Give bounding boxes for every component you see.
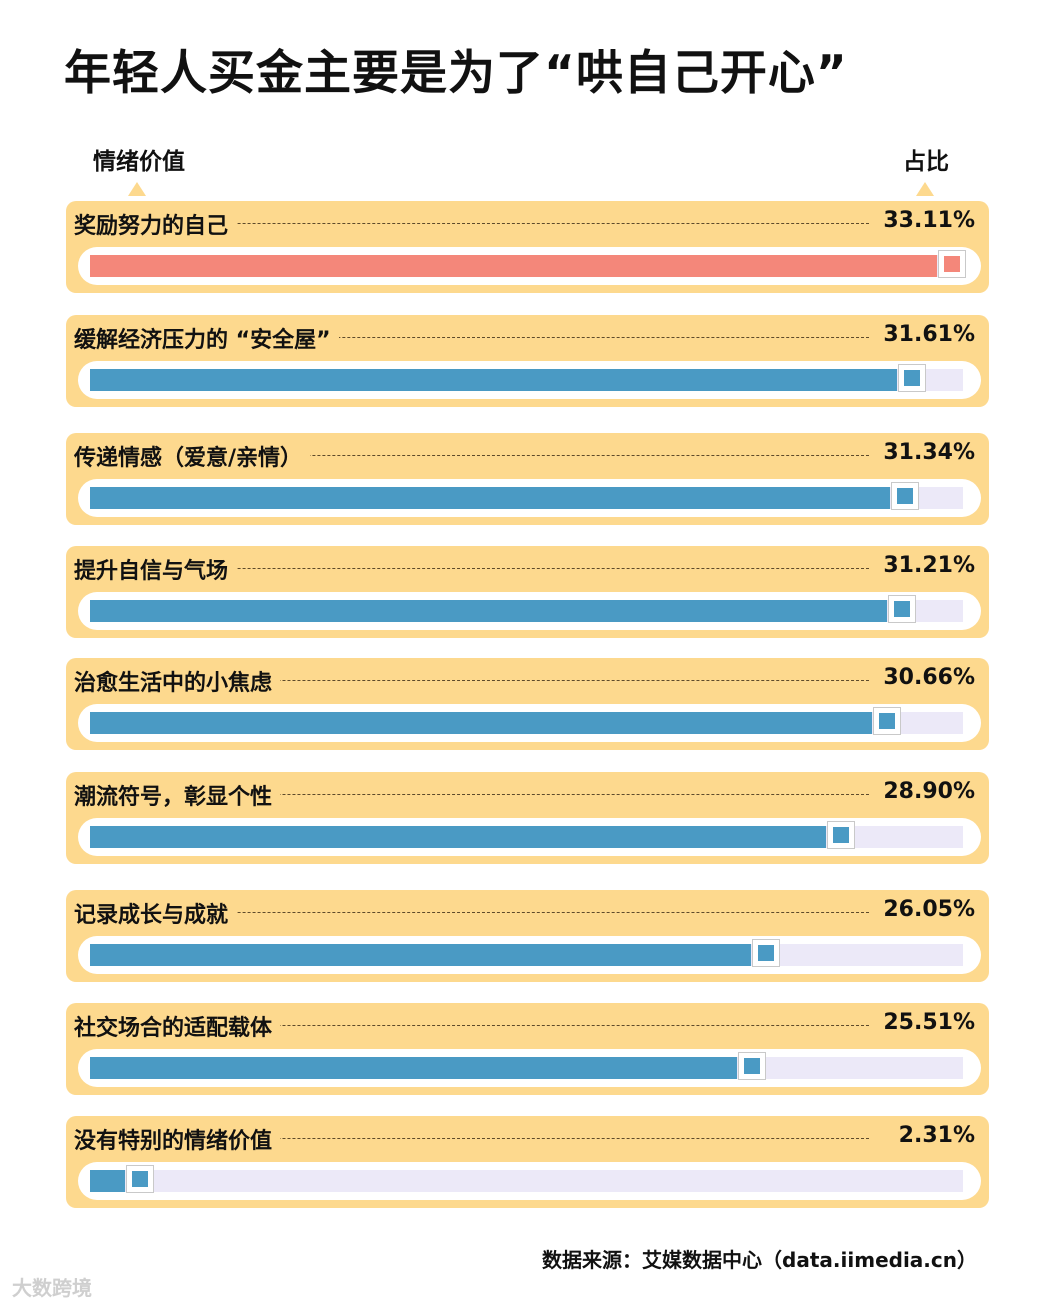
y-axis-label: 占比 xyxy=(903,149,949,175)
bar xyxy=(90,1170,125,1192)
leader-line xyxy=(78,223,869,224)
bar xyxy=(90,600,887,622)
leader-line xyxy=(78,1138,869,1139)
bar-track xyxy=(90,708,963,734)
leader-line xyxy=(78,568,869,569)
bar-chart: 奖励努力的自己 33.11% 缓解经济压力的 “安全屋” 31.61% 传递情感（爱意/… xyxy=(66,201,989,1208)
category-label: 奖励努力的自己 xyxy=(74,208,237,240)
bar-row: 潮流符号，彰显个性 28.90% xyxy=(66,772,989,864)
bar-track xyxy=(90,940,963,966)
category-label: 提升自信与气场 xyxy=(74,553,237,585)
bar-track xyxy=(90,1053,963,1079)
bar-row: 社交场合的适配载体 25.51% xyxy=(66,1003,989,1095)
bar-row: 记录成长与成就 26.05% xyxy=(66,890,989,982)
bar-end-marker xyxy=(892,483,918,509)
bar-row: 传递情感（爱意/亲情） 31.34% xyxy=(66,433,989,525)
bar-track-frame xyxy=(78,592,981,630)
bar-end-marker xyxy=(939,251,965,277)
bar-track-frame xyxy=(78,247,981,285)
value-label: 28.90% xyxy=(875,779,975,804)
chart-title: 年轻人买金主要是为了“哄自己开心” xyxy=(64,46,848,101)
leader-line xyxy=(78,794,869,795)
bar xyxy=(90,944,751,966)
bar-track xyxy=(90,822,963,848)
leader-line xyxy=(78,912,869,913)
bar-end-marker xyxy=(874,708,900,734)
bar-track xyxy=(90,1166,963,1192)
value-label: 25.51% xyxy=(875,1010,975,1035)
bar-track-frame xyxy=(78,361,981,399)
value-label: 26.05% xyxy=(875,897,975,922)
bar-track-frame xyxy=(78,479,981,517)
value-label: 31.34% xyxy=(875,440,975,465)
data-source: 数据来源：艾媒数据中心（data.iimedia.cn） xyxy=(542,1248,977,1272)
bar-track-frame xyxy=(78,936,981,974)
bar-end-marker xyxy=(889,596,915,622)
category-label: 治愈生活中的小焦虑 xyxy=(74,665,281,697)
bar xyxy=(90,255,937,277)
category-label: 缓解经济压力的 “安全屋” xyxy=(74,322,339,354)
bar-row: 提升自信与气场 31.21% xyxy=(66,546,989,638)
value-label: 33.11% xyxy=(875,208,975,233)
bar-row: 缓解经济压力的 “安全屋” 31.61% xyxy=(66,315,989,407)
bar-track-frame xyxy=(78,1162,981,1200)
value-label: 31.61% xyxy=(875,322,975,347)
bar xyxy=(90,712,872,734)
bar-track xyxy=(90,596,963,622)
leader-line xyxy=(78,337,869,338)
bar-track xyxy=(90,365,963,391)
leader-line xyxy=(78,455,869,456)
bar xyxy=(90,1057,737,1079)
leader-line xyxy=(78,680,869,681)
bar-row: 没有特别的情绪价值 2.31% xyxy=(66,1116,989,1208)
bar-end-marker xyxy=(753,940,779,966)
bar-row: 奖励努力的自己 33.11% xyxy=(66,201,989,293)
bar-track-frame xyxy=(78,704,981,742)
category-label: 传递情感（爱意/亲情） xyxy=(74,440,311,472)
bar xyxy=(90,487,890,509)
value-label: 2.31% xyxy=(890,1123,975,1148)
x-axis-label: 情绪价值 xyxy=(93,149,185,175)
bar-end-marker xyxy=(739,1053,765,1079)
bar-end-marker xyxy=(899,365,925,391)
bar-end-marker xyxy=(828,822,854,848)
leader-line xyxy=(78,1025,869,1026)
category-label: 没有特别的情绪价值 xyxy=(74,1123,281,1155)
bar-row: 治愈生活中的小焦虑 30.66% xyxy=(66,658,989,750)
value-label: 30.66% xyxy=(875,665,975,690)
bar-track-frame xyxy=(78,818,981,856)
watermark: 大数跨境 xyxy=(12,1276,92,1300)
bar-end-marker xyxy=(127,1166,153,1192)
value-label: 31.21% xyxy=(875,553,975,578)
bar-track-frame xyxy=(78,1049,981,1087)
bar-track xyxy=(90,251,965,277)
bar xyxy=(90,826,826,848)
category-label: 社交场合的适配载体 xyxy=(74,1010,281,1042)
bar-track xyxy=(90,483,963,509)
label-pointer-left xyxy=(128,182,146,196)
label-pointer-right xyxy=(916,182,934,196)
bar xyxy=(90,369,897,391)
category-label: 潮流符号，彰显个性 xyxy=(74,779,281,811)
category-label: 记录成长与成就 xyxy=(74,897,237,929)
